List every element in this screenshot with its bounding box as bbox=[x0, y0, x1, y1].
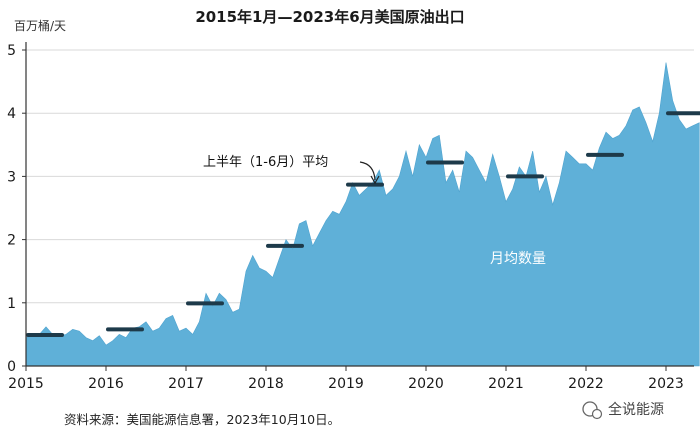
area-layer bbox=[25, 62, 700, 367]
h1-average-annotation-arrow bbox=[359, 161, 376, 181]
y-tick-labels: 0 1 2 3 4 5 bbox=[7, 43, 16, 375]
x-tick-2019: 2019 bbox=[328, 376, 364, 392]
x-tick-2023: 2023 bbox=[648, 376, 684, 392]
y-tick-1: 1 bbox=[7, 296, 16, 312]
h1-average-annotation-arrowhead bbox=[370, 175, 380, 185]
monthly-series-label: 月均数量 bbox=[490, 251, 546, 267]
brand-name: 全说能源 bbox=[608, 401, 664, 418]
h1-average-annotation: 上半年（1-6月）平均 bbox=[203, 155, 328, 170]
x-tick-2018: 2018 bbox=[248, 376, 284, 392]
chart-title: 2015年1月—2023年6月美国原油出口 bbox=[195, 8, 464, 26]
y-tick-3: 3 bbox=[7, 169, 16, 185]
source-note: 资料来源：美国能源信息署，2023年10月10日。 bbox=[64, 412, 340, 427]
y-tick-2: 2 bbox=[7, 233, 16, 249]
y-axis-unit-label: 百万桶/天 bbox=[14, 18, 66, 33]
x-tick-labels: 2015 2016 2017 2018 2019 2020 2021 2022 2023 bbox=[8, 376, 684, 392]
x-tick-2020: 2020 bbox=[408, 376, 444, 392]
x-tick-2022: 2022 bbox=[568, 376, 604, 392]
wechat-icon-small bbox=[591, 408, 603, 420]
y-tick-0: 0 bbox=[7, 359, 16, 375]
y-tick-4: 4 bbox=[7, 106, 16, 122]
x-tick-2015: 2015 bbox=[8, 376, 44, 392]
y-tick-5: 5 bbox=[7, 43, 16, 59]
axes bbox=[22, 42, 694, 371]
x-tick-2017: 2017 bbox=[168, 376, 204, 392]
monthly-exports-area bbox=[25, 62, 700, 367]
brand-mark: 全说能源 bbox=[582, 401, 664, 420]
x-tick-2016: 2016 bbox=[88, 376, 124, 392]
x-tick-2021: 2021 bbox=[488, 376, 524, 392]
h1-average-bars bbox=[26, 111, 700, 338]
